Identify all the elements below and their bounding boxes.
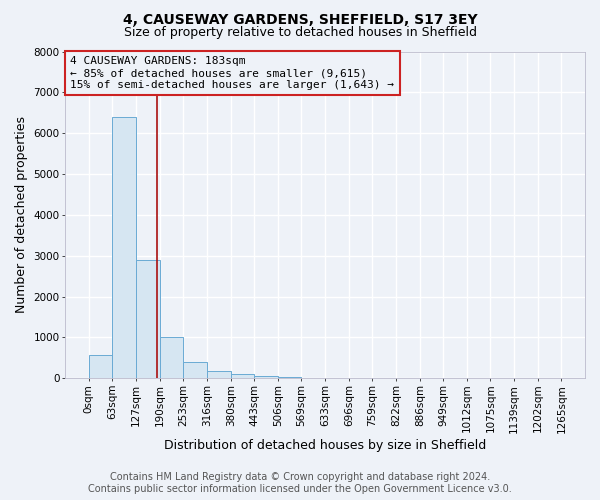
X-axis label: Distribution of detached houses by size in Sheffield: Distribution of detached houses by size … bbox=[164, 440, 486, 452]
Text: Size of property relative to detached houses in Sheffield: Size of property relative to detached ho… bbox=[124, 26, 476, 39]
Bar bbox=[278, 377, 301, 378]
Bar bbox=[136, 260, 160, 378]
Bar bbox=[112, 117, 136, 378]
Bar bbox=[160, 338, 184, 378]
Text: 4, CAUSEWAY GARDENS, SHEFFIELD, S17 3EY: 4, CAUSEWAY GARDENS, SHEFFIELD, S17 3EY bbox=[122, 12, 478, 26]
Text: 4 CAUSEWAY GARDENS: 183sqm
← 85% of detached houses are smaller (9,615)
15% of s: 4 CAUSEWAY GARDENS: 183sqm ← 85% of deta… bbox=[70, 56, 394, 90]
Bar bbox=[254, 376, 278, 378]
Bar bbox=[184, 362, 207, 378]
Bar bbox=[207, 372, 231, 378]
Text: Contains HM Land Registry data © Crown copyright and database right 2024.
Contai: Contains HM Land Registry data © Crown c… bbox=[88, 472, 512, 494]
Y-axis label: Number of detached properties: Number of detached properties bbox=[15, 116, 28, 314]
Bar bbox=[231, 374, 254, 378]
Bar bbox=[89, 355, 112, 378]
